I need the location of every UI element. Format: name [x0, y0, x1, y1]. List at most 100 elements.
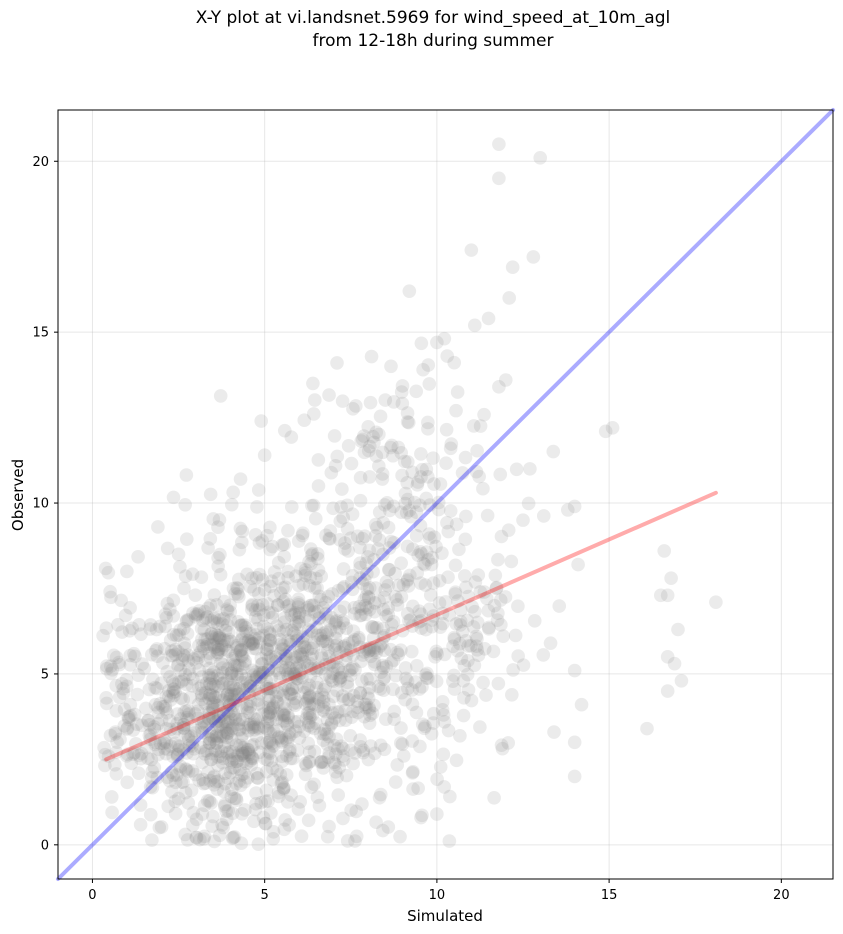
data-point	[340, 675, 355, 690]
data-point	[394, 721, 408, 735]
data-point	[393, 736, 408, 750]
data-point	[653, 588, 668, 603]
data-point	[204, 729, 219, 743]
data-point	[306, 407, 321, 421]
data-point	[331, 583, 346, 598]
data-point	[468, 604, 482, 619]
data-point	[290, 649, 305, 664]
data-point	[206, 703, 220, 717]
data-point	[300, 659, 315, 673]
data-point	[237, 740, 251, 755]
data-point	[415, 808, 429, 823]
data-point	[452, 636, 467, 651]
data-point	[437, 780, 452, 794]
data-point	[348, 834, 362, 848]
data-point	[263, 733, 277, 748]
data-point	[319, 528, 333, 543]
data-point	[110, 735, 124, 749]
data-point	[261, 794, 275, 808]
data-point	[297, 680, 311, 694]
data-point	[109, 745, 124, 760]
data-point	[97, 740, 111, 755]
data-point	[156, 656, 170, 670]
data-point	[104, 590, 118, 605]
data-point	[357, 429, 371, 443]
data-point	[241, 745, 256, 760]
data-point	[156, 736, 171, 751]
data-point	[370, 620, 384, 635]
data-point	[209, 729, 223, 743]
data-point	[109, 650, 124, 665]
data-point	[390, 593, 404, 607]
data-point	[330, 683, 344, 698]
regression-line	[104, 490, 718, 762]
data-point	[311, 660, 326, 675]
data-point	[493, 593, 508, 607]
data-point	[209, 715, 224, 729]
data-point	[337, 600, 352, 615]
data-point	[426, 609, 441, 623]
data-point	[441, 570, 455, 585]
data-point	[369, 815, 383, 830]
data-point	[205, 688, 220, 703]
data-point	[260, 721, 274, 736]
data-point	[130, 717, 144, 731]
data-point	[295, 635, 310, 650]
data-point	[181, 613, 196, 627]
data-point	[243, 717, 258, 732]
data-point	[270, 619, 284, 633]
data-point	[212, 628, 227, 643]
data-point	[390, 598, 405, 612]
data-point	[176, 721, 191, 735]
data-point	[487, 791, 501, 805]
data-point	[278, 701, 292, 716]
data-point	[400, 492, 415, 507]
data-point	[194, 688, 209, 703]
data-point	[152, 820, 167, 835]
data-point	[340, 834, 355, 848]
data-point	[168, 806, 183, 821]
data-point	[247, 631, 262, 646]
data-point	[279, 768, 294, 782]
data-point	[290, 656, 305, 670]
data-point	[243, 699, 258, 714]
data-point	[276, 581, 290, 595]
data-point	[301, 736, 316, 751]
data-point	[410, 566, 424, 580]
data-point	[108, 726, 123, 741]
data-point	[482, 622, 496, 636]
data-point	[281, 523, 295, 538]
data-point	[301, 681, 315, 696]
data-point	[273, 632, 287, 647]
data-point	[158, 619, 172, 634]
data-point	[201, 765, 215, 779]
data-point	[571, 557, 585, 572]
data-point	[709, 595, 723, 609]
data-point	[243, 676, 258, 690]
data-point	[300, 629, 315, 643]
data-point	[223, 698, 237, 712]
data-point	[111, 617, 125, 632]
data-point	[667, 656, 682, 671]
data-point	[466, 620, 481, 634]
data-point	[243, 705, 257, 720]
data-point	[288, 669, 303, 684]
data-point	[171, 738, 185, 753]
data-point	[151, 700, 165, 715]
data-point	[338, 536, 352, 550]
data-point	[397, 749, 411, 763]
data-point	[223, 765, 238, 780]
data-point	[363, 739, 378, 753]
data-point	[493, 467, 508, 482]
data-point	[421, 358, 436, 372]
data-point	[309, 663, 324, 677]
data-point	[249, 642, 263, 656]
data-point	[214, 726, 229, 740]
data-point	[270, 598, 285, 612]
data-point	[213, 547, 227, 562]
data-point	[186, 671, 200, 686]
data-point	[328, 631, 343, 646]
data-point	[269, 655, 283, 669]
data-point	[381, 608, 396, 622]
